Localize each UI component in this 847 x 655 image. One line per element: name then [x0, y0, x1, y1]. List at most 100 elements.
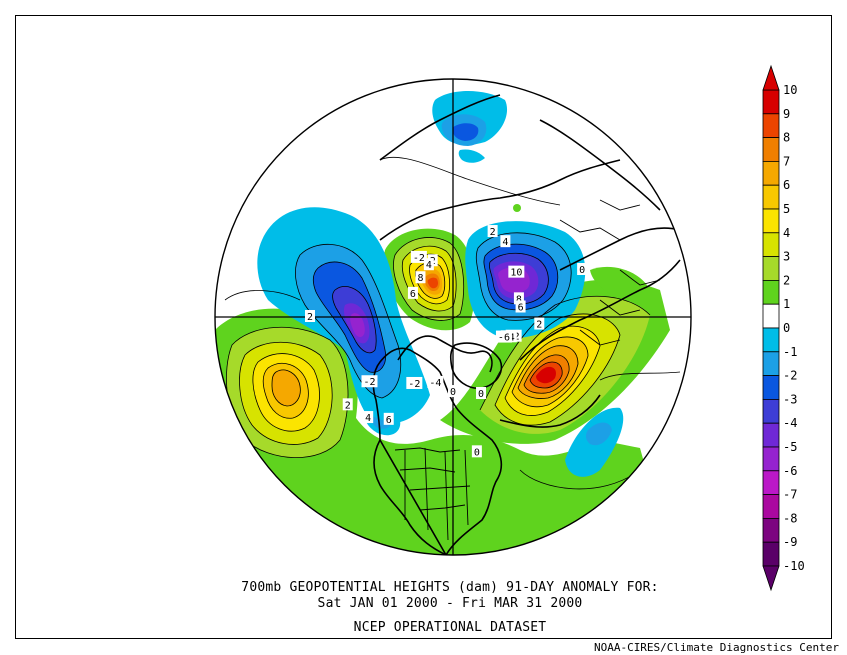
- contour-label: 0: [577, 263, 588, 276]
- colorbar-tick-label: -4: [783, 416, 797, 430]
- colorbar-tick-label: -9: [783, 535, 797, 549]
- colorbar-box: [762, 470, 780, 495]
- anomaly-fields: [215, 91, 670, 555]
- title-line-1: 700mb GEOPOTENTIAL HEIGHTS (dam) 91-DAY …: [241, 580, 659, 595]
- colorbar-tick-label: 6: [783, 178, 790, 192]
- colorbar-box: [762, 518, 780, 543]
- contour-label-bg: [383, 412, 394, 425]
- contour-label-text: -4: [429, 378, 441, 389]
- colorbar-box: [762, 303, 780, 329]
- contour-label-text: 4: [365, 413, 371, 424]
- contour-label-text: -2: [363, 377, 375, 388]
- contour-label-text: 10: [510, 268, 522, 279]
- contour-label: -4: [427, 375, 444, 389]
- colorbar-box: [762, 494, 780, 519]
- contour-label-bg: [406, 376, 423, 389]
- contour-label-bg: [304, 310, 315, 322]
- contour-lines: [224, 156, 681, 490]
- contour-label-text: 2: [345, 400, 351, 411]
- contour-label: 6: [383, 412, 394, 426]
- colorbar-tick-label: 7: [783, 154, 790, 168]
- atlantic-low-anomaly: [364, 407, 624, 477]
- plot-frame: [15, 15, 832, 639]
- contour-label-bg: [471, 445, 482, 458]
- contour-label-text: -6: [498, 333, 510, 344]
- contour-label-bg: [487, 225, 498, 238]
- colorbar-box: [762, 232, 780, 258]
- contour-label: 8: [513, 292, 524, 305]
- contour-label-text: 4: [502, 237, 508, 248]
- contour-label: 10: [508, 265, 525, 279]
- pacific-high-anomaly: [215, 308, 660, 555]
- colorbar-box: [762, 446, 780, 472]
- contour-label: 2: [534, 317, 545, 331]
- colorbar-tick-label: -8: [783, 511, 797, 525]
- contour-label: -2: [361, 375, 378, 388]
- contour-label: 0: [471, 445, 482, 458]
- contour-label-bg: [577, 263, 588, 276]
- contour-label-text: 6: [410, 289, 416, 300]
- contour-label: 6: [407, 286, 418, 300]
- europe-high-anomaly: [440, 279, 670, 444]
- colorbar-box: [762, 351, 780, 376]
- contour-label-text: -2: [408, 379, 420, 390]
- contour-label-bg: [515, 300, 526, 313]
- colorbar-tick-label: 3: [783, 250, 790, 264]
- contour-label: 0: [476, 387, 487, 400]
- colorbar-box: [762, 160, 780, 186]
- colorbar-tick-label: -7: [783, 488, 797, 502]
- colorbar-box: [762, 184, 780, 210]
- contour-label: 2: [487, 225, 498, 238]
- colorbar-tick-label: 0: [783, 321, 790, 335]
- colorbar-box: [762, 89, 780, 115]
- footer-credit: NOAA-CIRES/Climate Diagnostics Center: [593, 641, 839, 654]
- colorbar-tick-label: -1: [783, 345, 797, 359]
- colorbar-box: [762, 398, 780, 424]
- colorbar-bottom-arrow: [762, 565, 780, 592]
- contour-label: 2: [342, 398, 353, 411]
- contour-label-bg: [407, 286, 418, 299]
- contour-label-bg: [476, 387, 487, 400]
- contour-label: 4: [363, 411, 374, 424]
- colorbar-box: [762, 375, 780, 400]
- contour-label-text: 8: [516, 294, 522, 305]
- colorbar-box: [762, 137, 780, 162]
- contour-label-text: 6: [518, 303, 524, 314]
- contour-label-bg: [500, 235, 511, 248]
- contour-label-bg: [513, 292, 524, 305]
- contour-label-bg: [415, 271, 426, 284]
- contour-label-bg: [363, 411, 374, 424]
- colorbar-tick-label: 2: [783, 273, 790, 287]
- colorbar-tick-label: -5: [783, 440, 797, 454]
- contour-label: 6: [515, 300, 526, 314]
- contour-label: -6: [495, 330, 512, 344]
- contour-label-bg: [423, 258, 434, 271]
- borders: [394, 199, 661, 541]
- contour-label-bg: [342, 398, 353, 411]
- contour-label-text: 0: [478, 389, 484, 400]
- colorbar-box: [762, 113, 780, 139]
- contour-label-text: 8: [417, 273, 423, 284]
- contour-label-bg: [410, 250, 427, 263]
- contour-label-text: 4: [426, 260, 432, 271]
- colorbar-box: [762, 208, 780, 234]
- colorbar-top-arrow: [762, 64, 780, 91]
- colorbar-tick-label: 8: [783, 131, 790, 145]
- contour-label-text: -2: [413, 253, 425, 264]
- contour-label-text: 2: [490, 227, 496, 238]
- title-line-2: Sat JAN 01 2000 - Fri MAR 31 2000: [317, 596, 583, 611]
- colorbar-tick-label: -6: [783, 464, 797, 478]
- colorbar-tick-label: 4: [783, 226, 790, 240]
- contour-label: -2: [406, 376, 423, 390]
- contour-label: 4: [423, 258, 434, 271]
- contour-label-text: 0: [579, 265, 585, 276]
- contour-label-bg: [495, 330, 512, 343]
- colorbar-tick-label: -10: [783, 559, 805, 573]
- colorbar-tick-label: -3: [783, 392, 797, 406]
- colorbar-box: [762, 256, 780, 281]
- colorbar-box: [762, 422, 780, 448]
